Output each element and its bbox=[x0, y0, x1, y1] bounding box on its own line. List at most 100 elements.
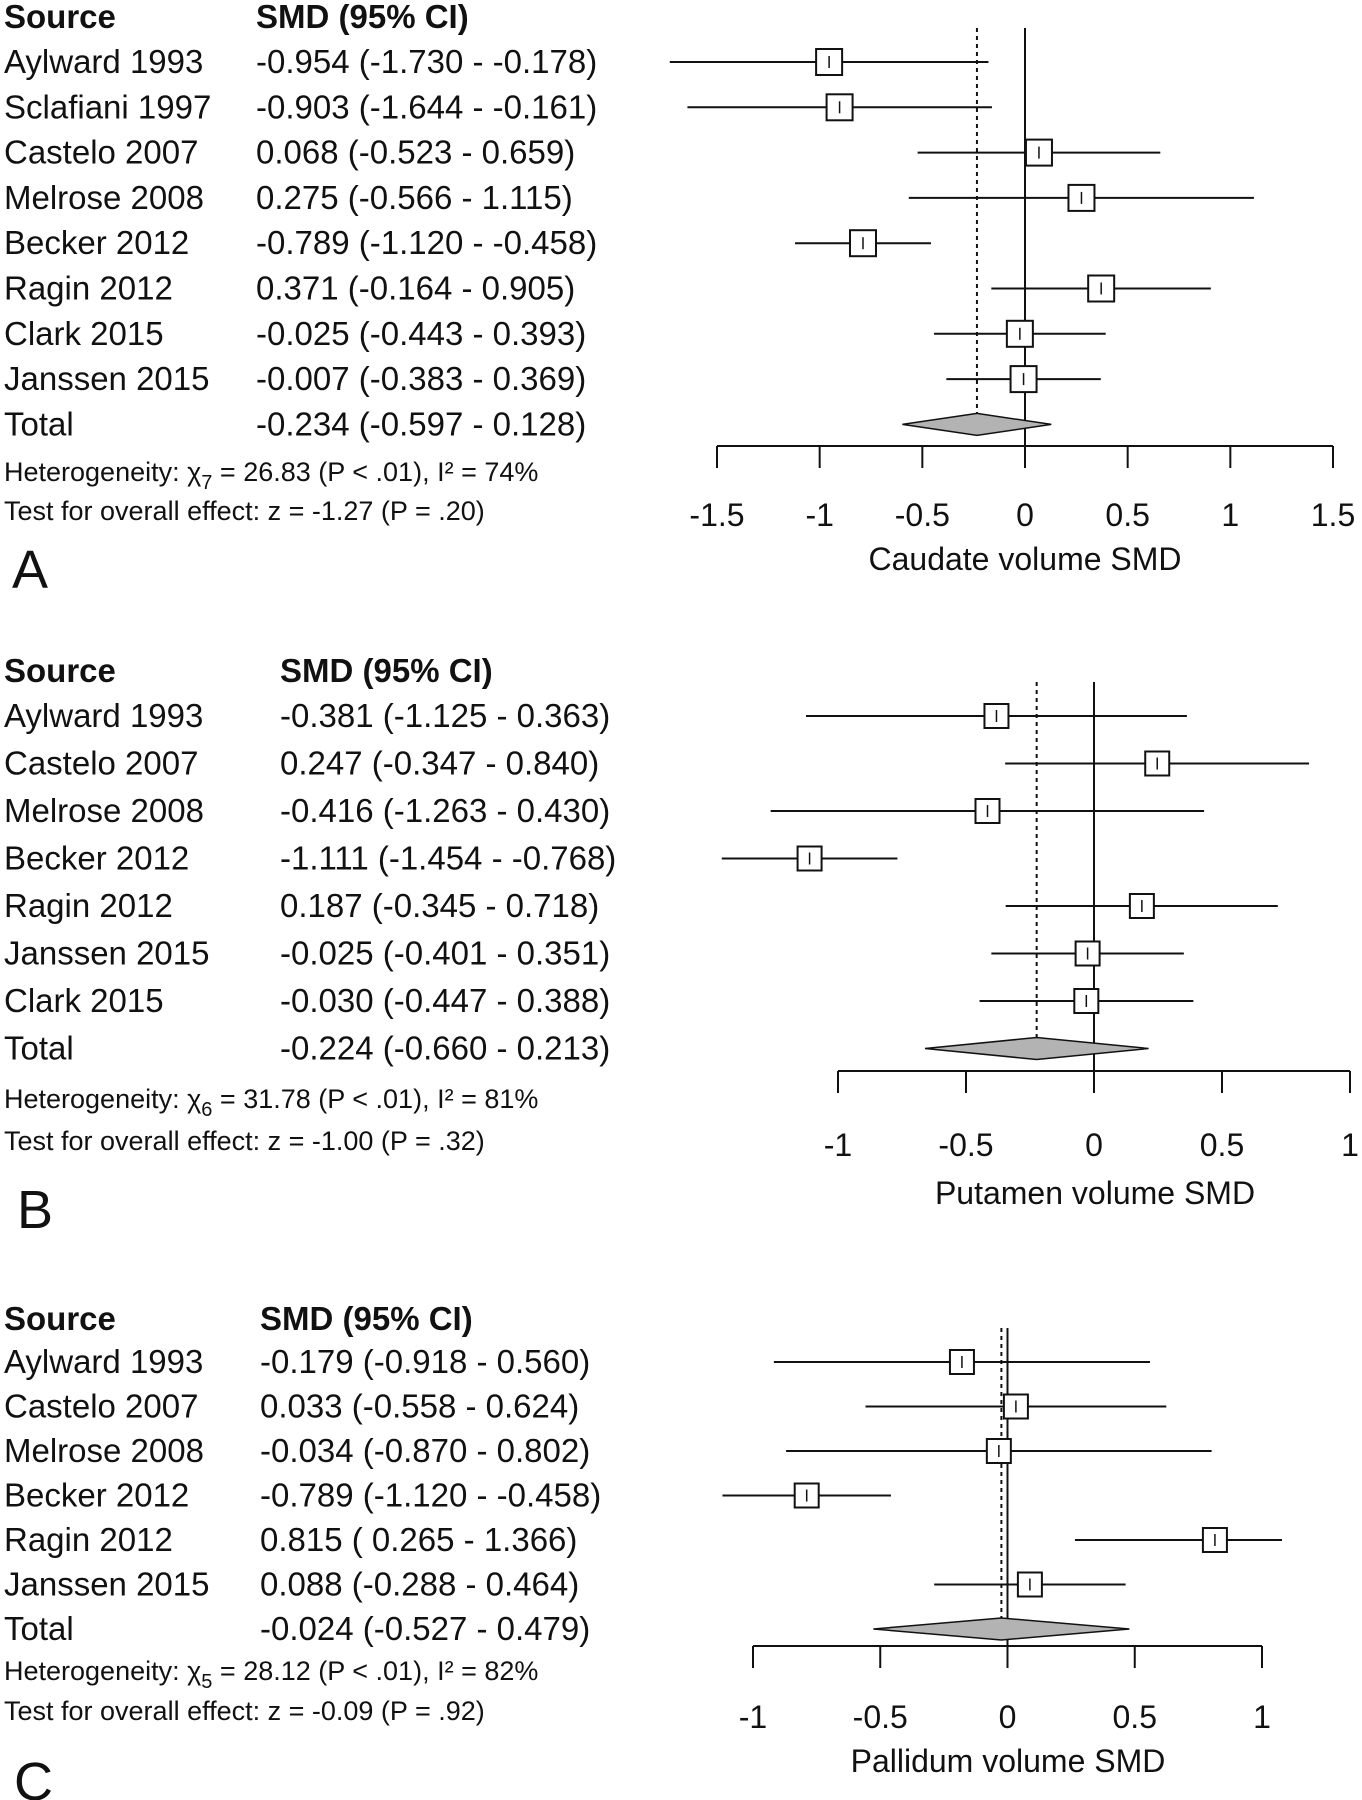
x-tick-label: -0.5 bbox=[938, 1127, 993, 1163]
study-name: Melrose 2008 bbox=[4, 179, 204, 216]
heterogeneity-statistic: Heterogeneity: χ5 = 28.12 (P < .01), I² … bbox=[4, 1656, 538, 1693]
summary-diamond bbox=[873, 1617, 1130, 1641]
heterogeneity-values: = 28.12 (P < .01), I² = 82% bbox=[212, 1656, 538, 1686]
total-smd-ci: -0.234 (-0.597 - 0.128) bbox=[256, 405, 586, 442]
study-name: Becker 2012 bbox=[4, 224, 189, 261]
panel-label: A bbox=[12, 540, 48, 600]
study-name: Aylward 1993 bbox=[4, 1343, 203, 1380]
overall-effect-test: Test for overall effect: z = -0.09 (P = … bbox=[4, 1696, 485, 1726]
column-header-source: Source bbox=[4, 1300, 116, 1337]
column-header-smd: SMD (95% CI) bbox=[260, 1300, 473, 1337]
heterogeneity-label: Heterogeneity: bbox=[4, 1656, 187, 1686]
total-label: Total bbox=[4, 1030, 74, 1067]
study-smd-ci: 0.275 (-0.566 - 1.115) bbox=[256, 179, 573, 216]
forest-panel-a: Source SMD (95% CI) Aylward 1993 -0.954 (-1… bbox=[4, 0, 1355, 600]
column-header-smd: SMD (95% CI) bbox=[256, 0, 469, 35]
chi-square-symbol: χ bbox=[187, 1084, 201, 1114]
study-name: Castelo 2007 bbox=[4, 134, 198, 171]
study-name: Becker 2012 bbox=[4, 840, 189, 877]
total-smd-ci: -0.024 (-0.527 - 0.479) bbox=[260, 1610, 590, 1647]
study-name: Ragin 2012 bbox=[4, 887, 173, 924]
study-name: Melrose 2008 bbox=[4, 1432, 204, 1469]
summary-diamond bbox=[924, 1036, 1149, 1061]
study-smd-ci: -0.025 (-0.401 - 0.351) bbox=[280, 935, 610, 972]
effect-size-marker bbox=[1144, 750, 1171, 777]
heterogeneity-label: Heterogeneity: bbox=[4, 457, 187, 487]
degrees-of-freedom: 5 bbox=[201, 1671, 212, 1693]
study-smd-ci: 0.068 (-0.523 - 0.659) bbox=[256, 134, 575, 171]
study-smd-ci: -1.111 (-1.454 - -0.768) bbox=[280, 840, 616, 877]
study-smd-ci: -0.954 (-1.730 - -0.178) bbox=[256, 43, 597, 80]
effect-size-marker bbox=[1087, 274, 1116, 303]
study-smd-ci: -0.789 (-1.120 - -0.458) bbox=[256, 224, 597, 261]
study-name: Janssen 2015 bbox=[4, 360, 210, 397]
study-name: Aylward 1993 bbox=[4, 43, 203, 80]
study-smd-ci: -0.030 (-0.447 - 0.388) bbox=[280, 982, 610, 1019]
x-tick-label: -1 bbox=[739, 1699, 767, 1735]
x-axis-title: Caudate volume SMD bbox=[868, 541, 1181, 577]
study-smd-ci: 0.815 ( 0.265 - 1.366) bbox=[260, 1521, 577, 1558]
total-label: Total bbox=[4, 405, 74, 442]
heterogeneity-values: = 31.78 (P < .01), I² = 81% bbox=[212, 1084, 538, 1114]
x-tick-label: 1 bbox=[1221, 497, 1239, 533]
study-smd-ci: -0.903 (-1.644 - -0.161) bbox=[256, 88, 597, 125]
panel-label: B bbox=[17, 1180, 53, 1240]
x-tick-label: 0 bbox=[1016, 497, 1034, 533]
total-label: Total bbox=[4, 1610, 74, 1647]
x-tick-label: -0.5 bbox=[853, 1699, 908, 1735]
study-name: Castelo 2007 bbox=[4, 745, 198, 782]
study-smd-ci: -0.179 (-0.918 - 0.560) bbox=[260, 1343, 590, 1380]
x-tick-label: -1.5 bbox=[689, 497, 744, 533]
heterogeneity-statistic: Heterogeneity: χ7 = 26.83 (P < .01), I² … bbox=[4, 457, 538, 494]
study-smd-ci: 0.247 (-0.347 - 0.840) bbox=[280, 745, 599, 782]
total-smd-ci: -0.224 (-0.660 - 0.213) bbox=[280, 1030, 610, 1067]
x-tick-label: 0.5 bbox=[1105, 497, 1149, 533]
x-tick-label: -1 bbox=[824, 1127, 852, 1163]
study-name: Aylward 1993 bbox=[4, 697, 203, 734]
chi-square-symbol: χ bbox=[187, 1656, 201, 1686]
study-smd-ci: -0.789 (-1.120 - -0.458) bbox=[260, 1477, 601, 1514]
study-name: Ragin 2012 bbox=[4, 270, 173, 307]
study-smd-ci: 0.187 (-0.345 - 0.718) bbox=[280, 887, 599, 924]
heterogeneity-label: Heterogeneity: bbox=[4, 1084, 187, 1114]
effect-size-marker bbox=[985, 1438, 1012, 1464]
study-name: Ragin 2012 bbox=[4, 1521, 173, 1558]
study-smd-ci: 0.033 (-0.558 - 0.624) bbox=[260, 1388, 579, 1425]
x-tick-label: 0 bbox=[1085, 1127, 1103, 1163]
x-tick-label: 0.5 bbox=[1200, 1127, 1244, 1163]
effect-size-marker bbox=[1201, 1527, 1228, 1553]
x-tick-label: 0 bbox=[999, 1699, 1017, 1735]
x-axis-title: Pallidum volume SMD bbox=[851, 1743, 1166, 1779]
summary-diamond bbox=[902, 412, 1052, 437]
study-name: Janssen 2015 bbox=[4, 1566, 210, 1603]
study-name: Castelo 2007 bbox=[4, 1388, 198, 1425]
study-smd-ci: 0.371 (-0.164 - 0.905) bbox=[256, 270, 575, 307]
x-tick-label: 1 bbox=[1341, 1127, 1359, 1163]
study-smd-ci: 0.088 (-0.288 - 0.464) bbox=[260, 1566, 579, 1603]
study-name: Clark 2015 bbox=[4, 982, 164, 1019]
x-tick-label: -1 bbox=[805, 497, 833, 533]
chi-square-symbol: χ bbox=[187, 457, 201, 487]
column-header-smd: SMD (95% CI) bbox=[280, 652, 493, 689]
overall-effect-test: Test for overall effect: z = -1.27 (P = … bbox=[4, 496, 485, 526]
study-smd-ci: -0.007 (-0.383 - 0.369) bbox=[256, 360, 586, 397]
x-tick-label: 0.5 bbox=[1113, 1699, 1157, 1735]
x-tick-label: 1.5 bbox=[1311, 497, 1355, 533]
column-header-source: Source bbox=[4, 0, 116, 35]
forest-panel-b: Source SMD (95% CI) Aylward 1993 -0.381 (-1… bbox=[4, 652, 1359, 1240]
overall-effect-test: Test for overall effect: z = -1.00 (P = … bbox=[4, 1126, 485, 1156]
panel-label: C bbox=[14, 1752, 53, 1800]
x-axis-title: Putamen volume SMD bbox=[935, 1175, 1255, 1211]
study-name: Becker 2012 bbox=[4, 1477, 189, 1514]
column-header-source: Source bbox=[4, 652, 116, 689]
effect-size-marker bbox=[825, 93, 854, 122]
forest-panel-c: Source SMD (95% CI) Aylward 1993 -0.179 (-0… bbox=[4, 1300, 1282, 1800]
study-name: Sclafiani 1997 bbox=[4, 88, 211, 125]
x-tick-label: -0.5 bbox=[895, 497, 950, 533]
study-smd-ci: -0.025 (-0.443 - 0.393) bbox=[256, 315, 586, 352]
effect-size-marker bbox=[1128, 893, 1155, 919]
study-name: Melrose 2008 bbox=[4, 792, 204, 829]
study-name: Janssen 2015 bbox=[4, 935, 210, 972]
study-name: Clark 2015 bbox=[4, 315, 164, 352]
